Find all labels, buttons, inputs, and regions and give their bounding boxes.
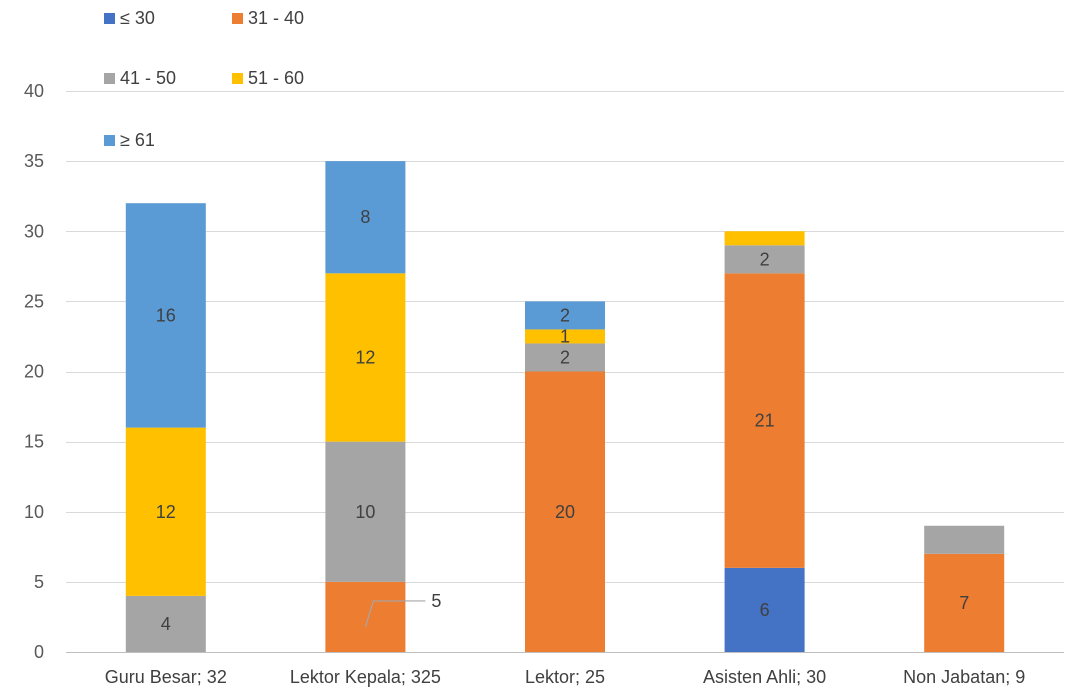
legend-swatch xyxy=(104,13,115,24)
data-label: 4 xyxy=(161,614,171,634)
data-label: 20 xyxy=(555,502,575,522)
legend-label: 41 - 50 xyxy=(120,68,176,88)
data-label: 16 xyxy=(156,305,176,325)
category-label: Guru Besar; 32 xyxy=(105,667,227,687)
y-tick-label: 30 xyxy=(24,221,44,241)
legend-label: 31 - 40 xyxy=(248,8,304,28)
bar-segment xyxy=(325,582,405,652)
category-label: Lektor Kepala; 325 xyxy=(290,667,441,687)
legend-label: ≥ 61 xyxy=(120,130,155,150)
data-label: 12 xyxy=(355,347,375,367)
data-label: 2 xyxy=(560,305,570,325)
data-label: 21 xyxy=(755,411,775,431)
bar-segment xyxy=(725,231,805,245)
x-axis-categories: Guru Besar; 32 Lektor Kepala; 325 Lektor; … xyxy=(105,667,1025,687)
bars xyxy=(126,161,1004,652)
data-label: 2 xyxy=(560,347,570,367)
legend-swatch xyxy=(104,135,115,146)
y-tick-label: 10 xyxy=(24,502,44,522)
data-label: 2 xyxy=(760,249,770,269)
legend-swatch xyxy=(104,73,115,84)
y-tick-label: 0 xyxy=(34,642,44,662)
category-label: Lektor; 25 xyxy=(525,667,605,687)
legend-swatch xyxy=(232,13,243,24)
legend-swatch xyxy=(232,73,243,84)
category-label: Asisten Ahli; 30 xyxy=(703,667,826,687)
data-label: 10 xyxy=(355,502,375,522)
data-label: 8 xyxy=(360,207,370,227)
y-tick-label: 25 xyxy=(24,291,44,311)
bar-segment xyxy=(924,526,1004,554)
y-tick-label: 35 xyxy=(24,151,44,171)
y-tick-label: 40 xyxy=(24,81,44,101)
legend-label: 51 - 60 xyxy=(248,68,304,88)
data-label: 12 xyxy=(156,502,176,522)
y-axis-ticks: 0 5 10 15 20 25 30 35 40 xyxy=(24,81,44,662)
y-tick-label: 5 xyxy=(34,572,44,592)
category-label: Non Jabatan; 9 xyxy=(903,667,1025,687)
legend: ≤ 30 31 - 40 41 - 50 51 - 60 ≥ 61 xyxy=(104,8,304,150)
data-label: 7 xyxy=(959,593,969,613)
data-label: 5 xyxy=(431,591,441,611)
legend-label: ≤ 30 xyxy=(120,8,155,28)
y-tick-label: 20 xyxy=(24,362,44,382)
y-tick-label: 15 xyxy=(24,432,44,452)
data-label: 1 xyxy=(560,326,570,346)
data-label: 6 xyxy=(760,600,770,620)
